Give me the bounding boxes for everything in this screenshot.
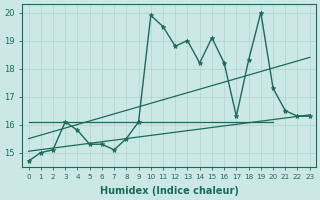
X-axis label: Humidex (Indice chaleur): Humidex (Indice chaleur): [100, 186, 239, 196]
